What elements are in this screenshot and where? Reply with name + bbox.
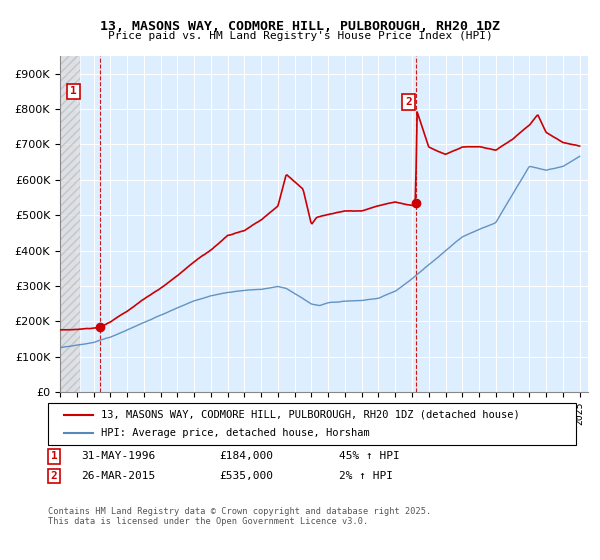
Text: 45% ↑ HPI: 45% ↑ HPI bbox=[339, 451, 400, 461]
Text: 1: 1 bbox=[50, 451, 58, 461]
Text: Contains HM Land Registry data © Crown copyright and database right 2025.
This d: Contains HM Land Registry data © Crown c… bbox=[48, 507, 431, 526]
Text: 2% ↑ HPI: 2% ↑ HPI bbox=[339, 471, 393, 481]
Text: 26-MAR-2015: 26-MAR-2015 bbox=[81, 471, 155, 481]
Text: £184,000: £184,000 bbox=[219, 451, 273, 461]
Text: 1: 1 bbox=[70, 86, 77, 96]
Bar bbox=[60, 56, 80, 392]
Text: Price paid vs. HM Land Registry's House Price Index (HPI): Price paid vs. HM Land Registry's House … bbox=[107, 31, 493, 41]
FancyBboxPatch shape bbox=[48, 403, 576, 445]
Text: 2: 2 bbox=[50, 471, 58, 481]
Text: £535,000: £535,000 bbox=[219, 471, 273, 481]
Text: 31-MAY-1996: 31-MAY-1996 bbox=[81, 451, 155, 461]
Text: 2: 2 bbox=[405, 97, 412, 107]
Text: HPI: Average price, detached house, Horsham: HPI: Average price, detached house, Hors… bbox=[101, 428, 370, 438]
Text: 13, MASONS WAY, CODMORE HILL, PULBOROUGH, RH20 1DZ: 13, MASONS WAY, CODMORE HILL, PULBOROUGH… bbox=[100, 20, 500, 32]
Text: 13, MASONS WAY, CODMORE HILL, PULBOROUGH, RH20 1DZ (detached house): 13, MASONS WAY, CODMORE HILL, PULBOROUGH… bbox=[101, 410, 520, 420]
Bar bbox=[60, 56, 80, 392]
